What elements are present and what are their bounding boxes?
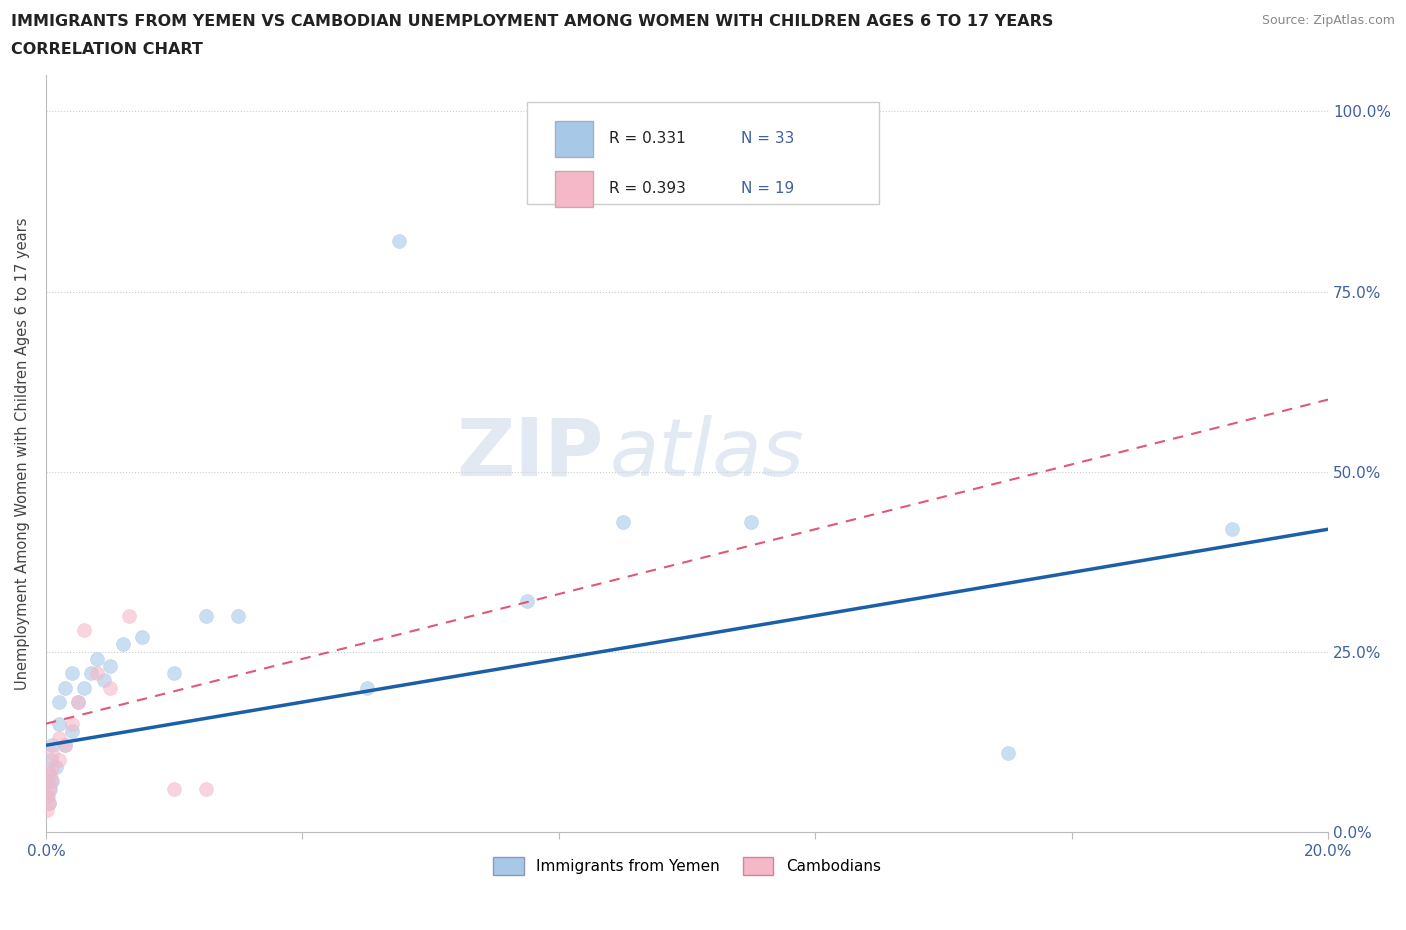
Point [60,716,83,731]
Text: atlas: atlas [610,415,804,493]
Point [37,789,59,804]
Point [41,760,63,775]
Point [38,766,60,781]
Point [86,666,108,681]
Text: N = 19: N = 19 [741,181,794,196]
Point [387,233,409,248]
Legend: Immigrants from Yemen, Cambodians: Immigrants from Yemen, Cambodians [488,851,887,881]
Point [612,514,634,529]
Point [131,630,153,644]
Point [60,724,83,738]
FancyBboxPatch shape [527,102,879,204]
Point [163,781,186,796]
Point [195,781,218,796]
Point [38,766,60,781]
Point [73,680,96,695]
Point [39,752,62,767]
Point [163,666,186,681]
Point [356,680,378,695]
Text: ZIP: ZIP [457,415,603,493]
Point [195,608,218,623]
Point [39,774,62,789]
Point [48,695,70,710]
Text: Source: ZipAtlas.com: Source: ZipAtlas.com [1261,14,1395,27]
Text: R = 0.393: R = 0.393 [609,181,686,196]
Point [66,695,89,710]
Text: CORRELATION CHART: CORRELATION CHART [11,42,202,57]
Point [66,695,89,710]
Point [41,745,63,760]
Point [118,608,141,623]
Y-axis label: Unemployment Among Women with Children Ages 6 to 17 years: Unemployment Among Women with Children A… [15,218,30,690]
Point [41,774,63,789]
Point [516,594,538,609]
Point [48,752,70,767]
Point [1220,522,1243,537]
Point [111,637,134,652]
Point [38,795,60,810]
Point [73,622,96,637]
Point [37,789,59,804]
Point [997,745,1019,760]
Point [53,737,76,752]
Point [38,781,60,796]
Point [45,760,67,775]
Point [53,737,76,752]
Point [60,666,83,681]
Text: R = 0.331: R = 0.331 [609,131,686,147]
Text: N = 33: N = 33 [741,131,794,147]
Point [48,731,70,746]
Point [48,716,70,731]
Point [41,737,63,752]
Point [53,680,76,695]
Point [38,795,60,810]
Point [740,514,762,529]
Point [98,680,121,695]
Point [37,774,59,789]
Point [86,651,108,666]
Point [226,608,249,623]
Point [38,781,60,796]
Point [93,673,115,688]
FancyBboxPatch shape [555,171,593,207]
Point [98,658,121,673]
Point [37,803,59,817]
Text: IMMIGRANTS FROM YEMEN VS CAMBODIAN UNEMPLOYMENT AMONG WOMEN WITH CHILDREN AGES 6: IMMIGRANTS FROM YEMEN VS CAMBODIAN UNEMP… [11,14,1053,29]
FancyBboxPatch shape [555,121,593,157]
Point [80,666,103,681]
